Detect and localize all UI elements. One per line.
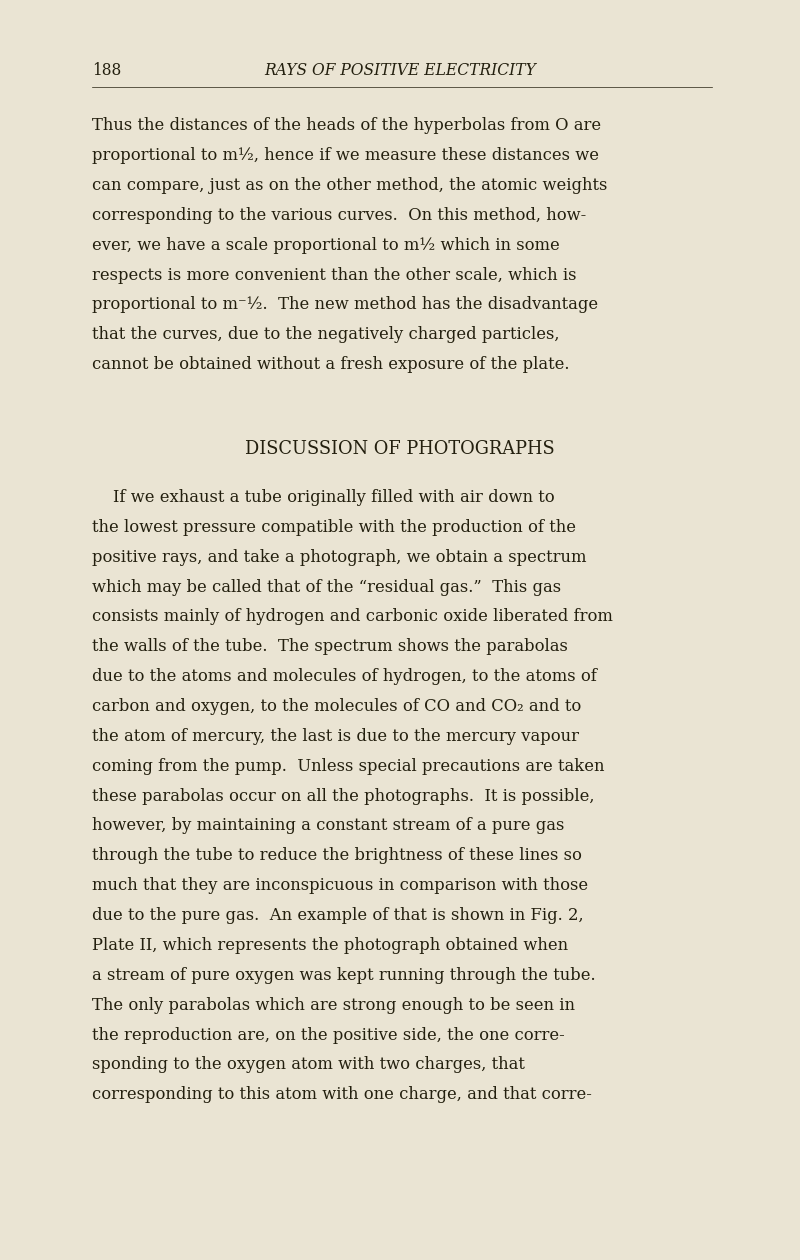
Text: these parabolas occur on all the photographs.  It is possible,: these parabolas occur on all the photogr…: [92, 788, 594, 805]
Text: the atom of mercury, the last is due to the mercury vapour: the atom of mercury, the last is due to …: [92, 728, 579, 745]
Text: consists mainly of hydrogen and carbonic oxide liberated from: consists mainly of hydrogen and carbonic…: [92, 609, 613, 625]
Text: respects is more convenient than the other scale, which is: respects is more convenient than the oth…: [92, 267, 577, 284]
Text: carbon and oxygen, to the molecules of CO and CO₂ and to: carbon and oxygen, to the molecules of C…: [92, 698, 582, 714]
Text: corresponding to the various curves.  On this method, how-: corresponding to the various curves. On …: [92, 207, 586, 224]
Text: which may be called that of the “residual gas.”  This gas: which may be called that of the “residua…: [92, 578, 561, 596]
Text: sponding to the oxygen atom with two charges, that: sponding to the oxygen atom with two cha…: [92, 1056, 525, 1074]
Text: the lowest pressure compatible with the production of the: the lowest pressure compatible with the …: [92, 519, 576, 536]
Text: cannot be obtained without a fresh exposure of the plate.: cannot be obtained without a fresh expos…: [92, 357, 570, 373]
Text: ever, we have a scale proportional to m½ which in some: ever, we have a scale proportional to m½…: [92, 237, 560, 253]
Text: coming from the pump.  Unless special precautions are taken: coming from the pump. Unless special pre…: [92, 757, 605, 775]
Text: proportional to m⁻½.  The new method has the disadvantage: proportional to m⁻½. The new method has …: [92, 296, 598, 314]
Text: that the curves, due to the negatively charged particles,: that the curves, due to the negatively c…: [92, 326, 559, 343]
Text: due to the pure gas.  An example of that is shown in Fig. 2,: due to the pure gas. An example of that …: [92, 907, 584, 924]
Text: the reproduction are, on the positive side, the one corre-: the reproduction are, on the positive si…: [92, 1027, 565, 1043]
Text: RAYS OF POSITIVE ELECTRICITY: RAYS OF POSITIVE ELECTRICITY: [264, 62, 536, 79]
Text: can compare, just as on the other method, the atomic weights: can compare, just as on the other method…: [92, 176, 607, 194]
Text: however, by maintaining a constant stream of a pure gas: however, by maintaining a constant strea…: [92, 818, 564, 834]
Text: The only parabolas which are strong enough to be seen in: The only parabolas which are strong enou…: [92, 997, 575, 1013]
Text: proportional to m½, hence if we measure these distances we: proportional to m½, hence if we measure …: [92, 147, 599, 164]
Text: If we exhaust a tube originally filled with air down to: If we exhaust a tube originally filled w…: [92, 489, 554, 507]
Text: Plate II, which represents the photograph obtained when: Plate II, which represents the photograp…: [92, 937, 568, 954]
Text: due to the atoms and molecules of hydrogen, to the atoms of: due to the atoms and molecules of hydrog…: [92, 668, 597, 685]
Text: much that they are inconspicuous in comparison with those: much that they are inconspicuous in comp…: [92, 877, 588, 895]
Text: DISCUSSION OF PHOTOGRAPHS: DISCUSSION OF PHOTOGRAPHS: [245, 440, 555, 457]
Text: Thus the distances of the heads of the hyperbolas from O are: Thus the distances of the heads of the h…: [92, 117, 601, 135]
Text: positive rays, and take a photograph, we obtain a spectrum: positive rays, and take a photograph, we…: [92, 549, 586, 566]
Text: 188: 188: [92, 62, 122, 79]
Text: a stream of pure oxygen was kept running through the tube.: a stream of pure oxygen was kept running…: [92, 966, 596, 984]
Text: corresponding to this atom with one charge, and that corre-: corresponding to this atom with one char…: [92, 1086, 592, 1104]
Text: the walls of the tube.  The spectrum shows the parabolas: the walls of the tube. The spectrum show…: [92, 639, 568, 655]
Text: through the tube to reduce the brightness of these lines so: through the tube to reduce the brightnes…: [92, 847, 582, 864]
